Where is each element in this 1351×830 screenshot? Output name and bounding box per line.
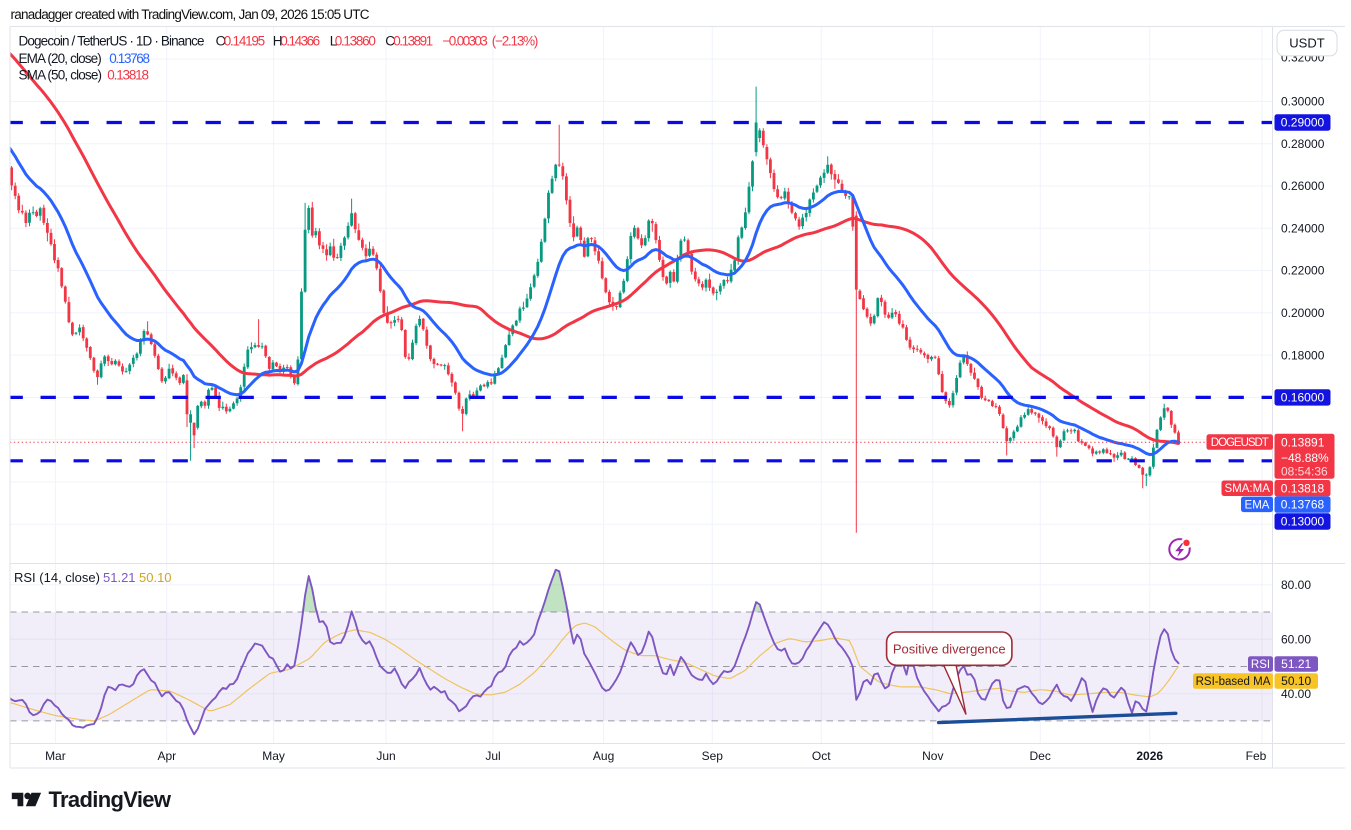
svg-text:RSI (14, close): RSI (14, close) — [14, 570, 100, 585]
svg-text:50.10: 50.10 — [139, 570, 172, 585]
svg-text:0.13860: 0.13860 — [335, 34, 376, 49]
svg-text:0.28000: 0.28000 — [1281, 137, 1325, 151]
svg-text:−0.00303: −0.00303 — [443, 34, 488, 49]
svg-text:Apr: Apr — [157, 749, 176, 763]
svg-text:−48.88%: −48.88% — [1281, 451, 1329, 465]
svg-text:Oct: Oct — [812, 749, 831, 763]
svg-text:RSI-based MA: RSI-based MA — [1196, 676, 1271, 688]
svg-text:C: C — [385, 34, 395, 49]
svg-text:Dogecoin / TetherUS · 1D · Bin: Dogecoin / TetherUS · 1D · Binance — [19, 34, 205, 49]
svg-text:0.13818: 0.13818 — [1281, 481, 1325, 495]
svg-text:0.18000: 0.18000 — [1281, 348, 1325, 362]
svg-text:0.20000: 0.20000 — [1281, 306, 1325, 320]
svg-text:0.14195: 0.14195 — [224, 34, 266, 49]
svg-text:Feb: Feb — [1246, 749, 1267, 763]
svg-text:TradingView: TradingView — [49, 787, 172, 812]
svg-text:EMA: EMA — [1245, 499, 1270, 511]
svg-text:DOGEUSDT: DOGEUSDT — [1211, 437, 1269, 449]
svg-text:0.24000: 0.24000 — [1281, 221, 1325, 235]
svg-text:0.26000: 0.26000 — [1281, 179, 1325, 193]
svg-text:0.22000: 0.22000 — [1281, 264, 1325, 278]
svg-text:USDT: USDT — [1289, 36, 1324, 51]
svg-text:Dec: Dec — [1030, 749, 1051, 763]
svg-text:Nov: Nov — [922, 749, 943, 763]
svg-text:O: O — [216, 34, 227, 49]
svg-text:60.00: 60.00 — [1281, 632, 1311, 646]
svg-text:40.00: 40.00 — [1281, 687, 1311, 701]
svg-text:SMA (50, close): SMA (50, close) — [19, 67, 103, 82]
svg-text:RSI: RSI — [1251, 659, 1270, 671]
svg-text:Sep: Sep — [702, 749, 724, 763]
svg-text:(−2.13%): (−2.13%) — [492, 34, 539, 49]
svg-text:0.13768: 0.13768 — [1281, 498, 1325, 512]
svg-text:Jul: Jul — [485, 749, 500, 763]
svg-text:0.13891: 0.13891 — [393, 34, 433, 49]
svg-text:Positive divergence: Positive divergence — [893, 642, 1006, 657]
svg-text:Jun: Jun — [376, 749, 395, 763]
svg-text:51.21: 51.21 — [103, 570, 136, 585]
svg-text:08:54:36: 08:54:36 — [1281, 464, 1328, 478]
svg-text:0.16000: 0.16000 — [1281, 390, 1325, 404]
svg-text:H: H — [273, 34, 283, 49]
svg-text:80.00: 80.00 — [1281, 578, 1311, 592]
svg-text:0.13768: 0.13768 — [109, 51, 150, 66]
svg-text:May: May — [262, 749, 285, 763]
svg-text:51.21: 51.21 — [1281, 657, 1311, 671]
svg-text:0.13891: 0.13891 — [1281, 436, 1325, 450]
svg-text:0.14366: 0.14366 — [280, 34, 320, 49]
svg-text:ranadagger created with Tradin: ranadagger created with TradingView.com,… — [11, 7, 370, 22]
svg-text:Mar: Mar — [45, 749, 66, 763]
svg-text:0.13818: 0.13818 — [107, 67, 149, 82]
svg-text:0.30000: 0.30000 — [1281, 95, 1325, 109]
svg-text:50.10: 50.10 — [1281, 674, 1311, 688]
svg-text:SMA:MA: SMA:MA — [1225, 483, 1271, 495]
svg-text:0.13000: 0.13000 — [1281, 515, 1325, 529]
svg-text:EMA (20, close): EMA (20, close) — [19, 51, 102, 66]
svg-text:L: L — [330, 34, 338, 49]
svg-text:Aug: Aug — [593, 749, 614, 763]
svg-text:2026: 2026 — [1136, 749, 1163, 763]
svg-text:0.29000: 0.29000 — [1281, 116, 1325, 130]
